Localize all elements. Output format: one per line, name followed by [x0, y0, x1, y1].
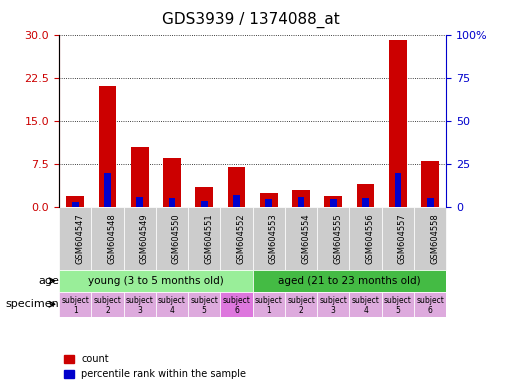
Text: 6: 6	[234, 306, 239, 315]
Bar	[252, 292, 285, 317]
Bar	[349, 207, 382, 270]
Bar	[330, 199, 337, 207]
Text: 4: 4	[169, 306, 174, 315]
Bar	[362, 197, 369, 207]
Bar	[66, 195, 84, 207]
Text: subject: subject	[61, 296, 89, 305]
Text: GSM604549: GSM604549	[140, 213, 149, 264]
Text: 2: 2	[105, 306, 110, 315]
Text: subject: subject	[93, 296, 122, 305]
Text: subject: subject	[158, 296, 186, 305]
Text: subject: subject	[126, 296, 153, 305]
Bar	[169, 199, 175, 207]
Bar	[124, 207, 156, 270]
Bar	[389, 40, 407, 207]
Bar	[233, 195, 240, 207]
Bar	[156, 292, 188, 317]
Bar	[91, 292, 124, 317]
Bar	[195, 187, 213, 207]
Text: 4: 4	[363, 306, 368, 315]
Legend: count, percentile rank within the sample: count, percentile rank within the sample	[64, 354, 246, 379]
Bar	[382, 207, 414, 270]
Bar	[285, 207, 317, 270]
Bar	[414, 292, 446, 317]
Text: age: age	[38, 276, 59, 286]
Text: subject: subject	[190, 296, 218, 305]
Text: 1: 1	[73, 306, 77, 315]
Bar	[59, 292, 91, 317]
Bar	[265, 199, 272, 207]
Bar	[357, 184, 374, 207]
Bar	[98, 86, 116, 207]
Text: GSM604553: GSM604553	[269, 213, 278, 264]
Text: young (3 to 5 months old): young (3 to 5 months old)	[88, 276, 224, 286]
Bar	[414, 207, 446, 270]
Bar	[156, 207, 188, 270]
Text: GSM604555: GSM604555	[333, 213, 342, 264]
Text: GSM604551: GSM604551	[204, 213, 213, 264]
Text: 5: 5	[202, 306, 207, 315]
Text: GSM604557: GSM604557	[398, 213, 407, 264]
Bar	[124, 292, 156, 317]
Text: GSM604554: GSM604554	[301, 213, 310, 264]
Text: subject: subject	[384, 296, 412, 305]
Bar	[292, 190, 310, 207]
Bar	[252, 270, 446, 292]
Bar	[91, 207, 124, 270]
Bar	[163, 158, 181, 207]
Bar	[394, 172, 401, 207]
Bar	[188, 207, 221, 270]
Bar	[59, 270, 252, 292]
Text: GSM604552: GSM604552	[236, 213, 246, 264]
Text: 2: 2	[299, 306, 304, 315]
Text: subject: subject	[287, 296, 315, 305]
Bar	[104, 172, 111, 207]
Bar	[260, 193, 278, 207]
Bar	[285, 292, 317, 317]
Bar	[136, 197, 143, 207]
Bar	[427, 199, 433, 207]
Bar	[188, 292, 221, 317]
Bar	[252, 207, 285, 270]
Bar	[349, 292, 382, 317]
Bar	[221, 207, 252, 270]
Text: GDS3939 / 1374088_at: GDS3939 / 1374088_at	[163, 12, 340, 28]
Text: subject: subject	[255, 296, 283, 305]
Text: GSM604556: GSM604556	[366, 213, 374, 264]
Bar	[72, 202, 78, 207]
Bar	[228, 167, 245, 207]
Bar	[317, 207, 349, 270]
Bar	[298, 197, 304, 207]
Text: subject: subject	[223, 296, 250, 305]
Text: 3: 3	[331, 306, 336, 315]
Bar	[59, 207, 91, 270]
Text: 6: 6	[428, 306, 432, 315]
Bar	[131, 147, 149, 207]
Text: GSM604550: GSM604550	[172, 213, 181, 264]
Text: GSM604548: GSM604548	[107, 213, 116, 264]
Text: subject: subject	[352, 296, 380, 305]
Bar	[221, 292, 252, 317]
Text: subject: subject	[416, 296, 444, 305]
Text: GSM604558: GSM604558	[430, 213, 439, 264]
Text: GSM604547: GSM604547	[75, 213, 84, 264]
Bar	[317, 292, 349, 317]
Text: subject: subject	[320, 296, 347, 305]
Text: 3: 3	[137, 306, 142, 315]
Bar	[324, 195, 342, 207]
Bar	[421, 161, 439, 207]
Bar	[201, 201, 208, 207]
Text: 1: 1	[266, 306, 271, 315]
Text: 5: 5	[396, 306, 400, 315]
Text: specimen: specimen	[5, 299, 59, 309]
Text: aged (21 to 23 months old): aged (21 to 23 months old)	[278, 276, 421, 286]
Bar	[382, 292, 414, 317]
